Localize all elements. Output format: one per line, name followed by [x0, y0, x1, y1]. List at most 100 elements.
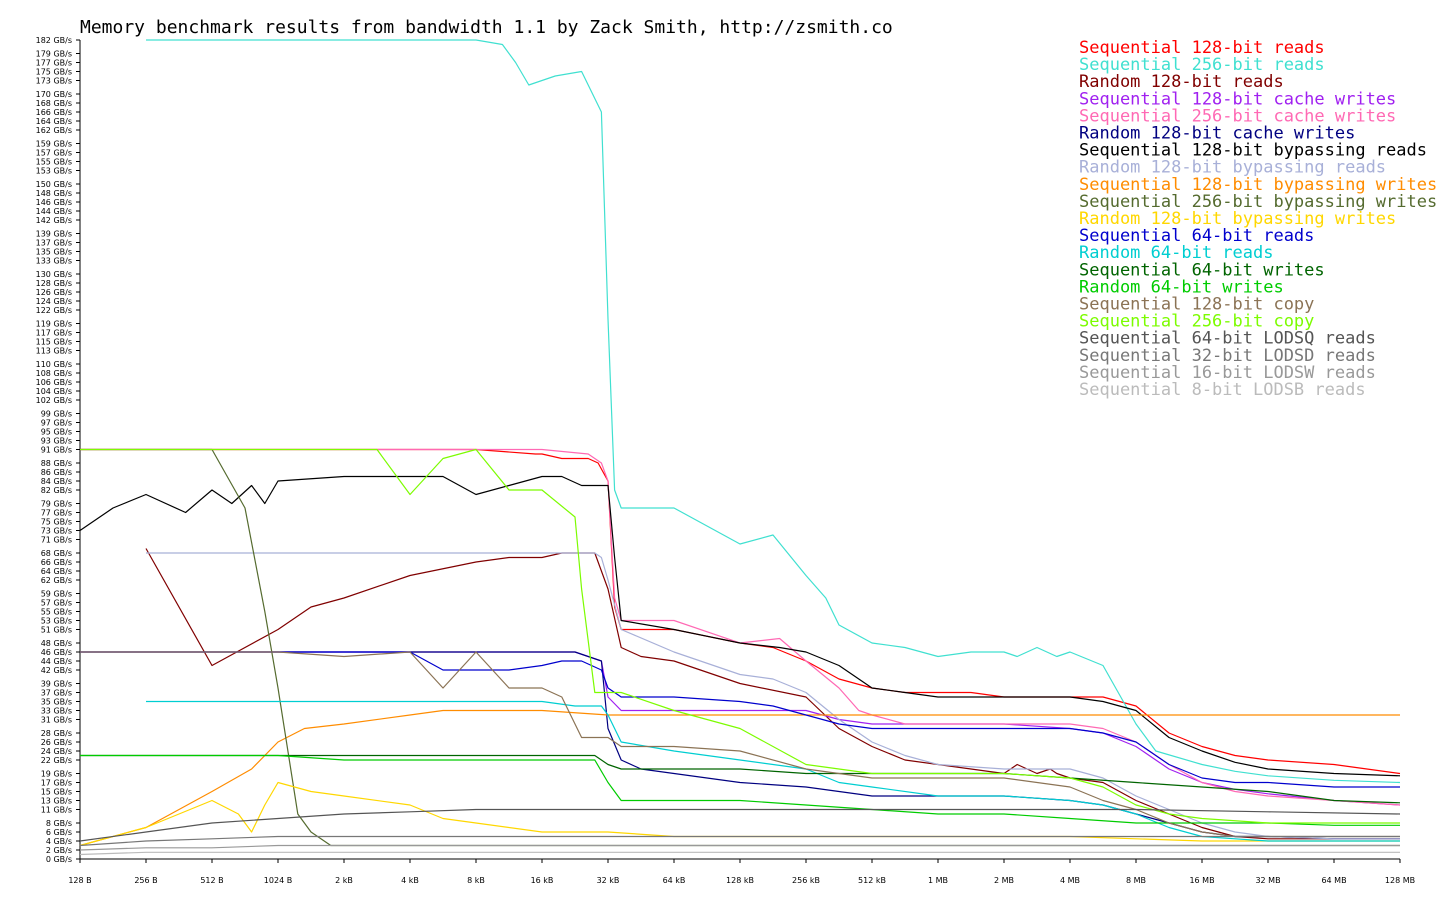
y-tick-label: 73 GB/s — [41, 527, 72, 536]
x-tick-label: 256 B — [134, 876, 157, 885]
x-tick-label: 64 MB — [1321, 876, 1346, 885]
legend-entry: Sequential 128-bit copy — [1079, 295, 1314, 315]
y-tick-label: 139 GB/s — [36, 230, 72, 239]
y-tick-label: 55 GB/s — [41, 608, 72, 617]
legend-entry: Random 64-bit reads — [1079, 243, 1273, 263]
series-line — [145, 548, 1400, 840]
legend-entry: Sequential 128-bit bypassing reads — [1079, 141, 1427, 161]
legend-entry: Random 64-bit writes — [1079, 277, 1284, 297]
legend-entry: Sequential 256-bit copy — [1079, 312, 1314, 332]
legend-entry: Random 128-bit cache writes — [1079, 124, 1355, 144]
y-tick-label: 24 GB/s — [41, 747, 72, 756]
y-tick-label: 148 GB/s — [36, 189, 72, 198]
y-tick-label: 122 GB/s — [36, 306, 72, 315]
y-tick-label: 128 GB/s — [36, 279, 72, 288]
series-line — [79, 851, 1400, 856]
y-tick-label: 168 GB/s — [36, 99, 72, 108]
y-tick-label: 8 GB/s — [46, 819, 72, 828]
legend-entry: Random 128-bit reads — [1079, 72, 1284, 92]
legend-entry: Sequential 64-bit reads — [1079, 226, 1314, 246]
y-tick-label: 164 GB/s — [36, 117, 72, 126]
series-line — [79, 709, 1400, 847]
y-tick-label: 117 GB/s — [36, 329, 72, 338]
y-tick-label: 175 GB/s — [36, 68, 72, 77]
y-tick-label: 97 GB/s — [41, 419, 72, 428]
y-tick-label: 115 GB/s — [36, 338, 72, 347]
y-tick-label: 75 GB/s — [41, 518, 72, 527]
legend-entry: Sequential 8-bit LODSB reads — [1079, 380, 1366, 400]
x-tick-label: 32 MB — [1255, 876, 1280, 885]
x-tick-label: 128 kB — [726, 876, 754, 885]
y-tick-label: 22 GB/s — [41, 756, 72, 765]
y-tick-label: 51 GB/s — [41, 626, 72, 635]
series-line — [146, 552, 1400, 840]
y-tick-label: 182 GB/s — [36, 36, 72, 45]
y-tick-label: 150 GB/s — [36, 180, 72, 189]
y-tick-label: 6 GB/s — [46, 828, 72, 837]
y-tick-label: 159 GB/s — [36, 140, 72, 149]
y-tick-label: 102 GB/s — [36, 396, 72, 405]
series-line — [80, 448, 1400, 824]
y-tick-label: 93 GB/s — [41, 437, 72, 446]
x-tick-label: 16 MB — [1189, 876, 1214, 885]
x-tick-label: 8 kB — [467, 876, 485, 885]
series-line — [79, 781, 1400, 847]
y-tick-label: 33 GB/s — [41, 707, 72, 716]
x-tick-label: 128 MB — [1385, 876, 1415, 885]
y-tick-label: 19 GB/s — [41, 770, 72, 779]
y-tick-label: 142 GB/s — [36, 216, 72, 225]
y-tick-label: 66 GB/s — [41, 558, 72, 567]
y-tick-label: 91 GB/s — [41, 446, 72, 455]
y-tick-label: 57 GB/s — [41, 599, 72, 608]
y-tick-label: 71 GB/s — [41, 536, 72, 545]
y-tick-label: 64 GB/s — [41, 567, 72, 576]
x-tick-label: 1024 B — [264, 876, 292, 885]
legend-entry: Sequential 16-bit LODSW reads — [1079, 363, 1376, 383]
y-tick-label: 155 GB/s — [36, 158, 72, 167]
y-tick-label: 170 GB/s — [36, 90, 72, 99]
x-tick-label: 256 kB — [792, 876, 820, 885]
y-tick-label: 31 GB/s — [41, 716, 72, 725]
series-line — [79, 475, 1401, 777]
y-tick-label: 53 GB/s — [41, 617, 72, 626]
y-tick-label: 162 GB/s — [36, 126, 72, 135]
y-tick-label: 88 GB/s — [41, 459, 72, 468]
y-tick-label: 84 GB/s — [41, 477, 72, 486]
series-line — [79, 844, 1400, 851]
y-tick-label: 113 GB/s — [36, 347, 72, 356]
x-tick-label: 512 kB — [858, 876, 886, 885]
y-tick-label: 4 GB/s — [46, 837, 72, 846]
series-line — [79, 835, 1400, 847]
y-tick-label: 62 GB/s — [41, 576, 72, 585]
y-tick-label: 99 GB/s — [41, 410, 72, 419]
y-tick-label: 146 GB/s — [36, 198, 72, 207]
legend-entry: Sequential 128-bit cache writes — [1079, 89, 1396, 109]
y-tick-label: 0 GB/s — [46, 855, 72, 864]
x-tick-label: 512 B — [200, 876, 223, 885]
x-tick-label: 2 MB — [994, 876, 1014, 885]
y-tick-label: 37 GB/s — [41, 689, 72, 698]
legend-entry: Sequential 64-bit LODSQ reads — [1079, 329, 1376, 349]
x-tick-label: 64 kB — [663, 876, 686, 885]
y-tick-label: 144 GB/s — [36, 207, 72, 216]
x-tick-label: 32 kB — [597, 876, 620, 885]
y-tick-label: 44 GB/s — [41, 657, 72, 666]
y-tick-label: 68 GB/s — [41, 549, 72, 558]
series-line — [80, 448, 1401, 806]
y-tick-label: 79 GB/s — [41, 500, 72, 509]
legend-entry: Sequential 256-bit bypassing writes — [1079, 192, 1437, 212]
series-line — [146, 39, 1401, 784]
series-line — [80, 651, 1400, 788]
series-lines — [79, 39, 1401, 856]
series-line — [80, 651, 1400, 838]
y-tick-label: 106 GB/s — [36, 378, 72, 387]
y-tick-label: 104 GB/s — [36, 387, 72, 396]
series-line — [80, 754, 1401, 804]
y-tick-label: 42 GB/s — [41, 666, 72, 675]
y-tick-label: 153 GB/s — [36, 167, 72, 176]
x-tick-labels: 128 B 256 B 512 B 1024 B 2 kB 4 kB 8 kB 16 kB 32… — [68, 876, 1415, 885]
y-tick-label: 77 GB/s — [41, 509, 72, 518]
y-tick-label: 119 GB/s — [36, 320, 72, 329]
y-tick-label: 135 GB/s — [36, 248, 72, 257]
